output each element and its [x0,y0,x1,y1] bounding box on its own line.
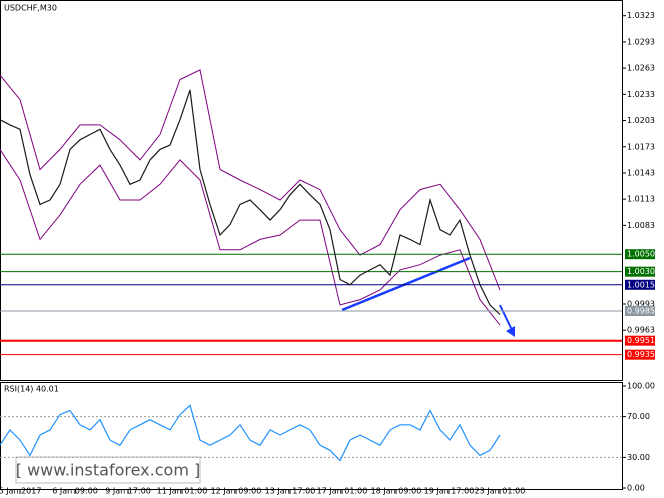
y-tick-label: 1.0173 [627,142,655,151]
y-tick-label: 30.00 [627,453,650,462]
price-panel [0,0,623,381]
y-tick-label: 1.0113 [627,195,655,204]
x-tick-label: 12 Jan 09:00 [211,487,262,496]
y-tick-label: 1.0263 [627,64,655,73]
y-tick-label: 70.00 [627,412,650,421]
level-label: 1.0050 [627,250,655,259]
level-label: 1.0015 [627,280,655,289]
watermark-box [15,456,201,484]
trendline [341,256,471,312]
x-tick-label: 11 Jan 01:00 [157,487,208,496]
x-tick-label: 13 Jan 17:00 [265,487,316,496]
y-tick-label: 1.0203 [627,116,655,125]
y-tick-label: 0.9993 [627,300,655,309]
level-label-box [625,305,655,316]
level-label-box [625,249,655,260]
level-label: 0.9985 [627,306,655,315]
x-tick-label: 9 Jan 17:00 [105,487,151,496]
y-tick-label: 1.0233 [627,90,655,99]
level-label: 1.0030 [627,267,655,276]
x-tick-label: 19 Jan 17:00 [424,487,475,496]
y-tick-label: 1.0293 [627,37,655,46]
level-label-box [625,266,655,277]
y-tick-label: 0.9963 [627,326,655,335]
level-label-box [625,349,655,360]
level-label-box [625,279,655,290]
chart-title: USDCHF,M30 [4,4,57,13]
bollinger-upper [0,69,501,291]
x-tick-label: 18 Jan 09:00 [371,487,422,496]
y-tick-label: 1.0323 [627,11,655,20]
arrow-head [506,326,515,337]
x-tick-label: 17 Jan 01:00 [317,487,368,496]
y-tick-label: 1.0083 [627,221,655,230]
watermark: [ www.instaforex.com ] [16,461,200,480]
forecast-arrow [499,304,513,331]
x-tick-label: 6 Jan 09:00 [52,487,98,496]
y-tick-label: 0.00 [627,484,645,493]
series-line [0,89,501,315]
level-label-box [625,335,655,346]
x-tick-label: 23 Jan 01:00 [475,487,526,496]
bollinger-lower [0,149,501,326]
level-label: 0.9951 [627,336,655,345]
rsi-title: RSI(14) 40.01 [4,385,59,394]
rsi-panel [0,382,623,490]
level-label: 0.9935 [627,350,655,359]
y-tick-label: 100.00 [627,382,655,391]
x-tick-label: 5 Jan 2017 [0,487,41,496]
series-line [0,404,501,462]
y-tick-label: 1.0143 [627,168,655,177]
